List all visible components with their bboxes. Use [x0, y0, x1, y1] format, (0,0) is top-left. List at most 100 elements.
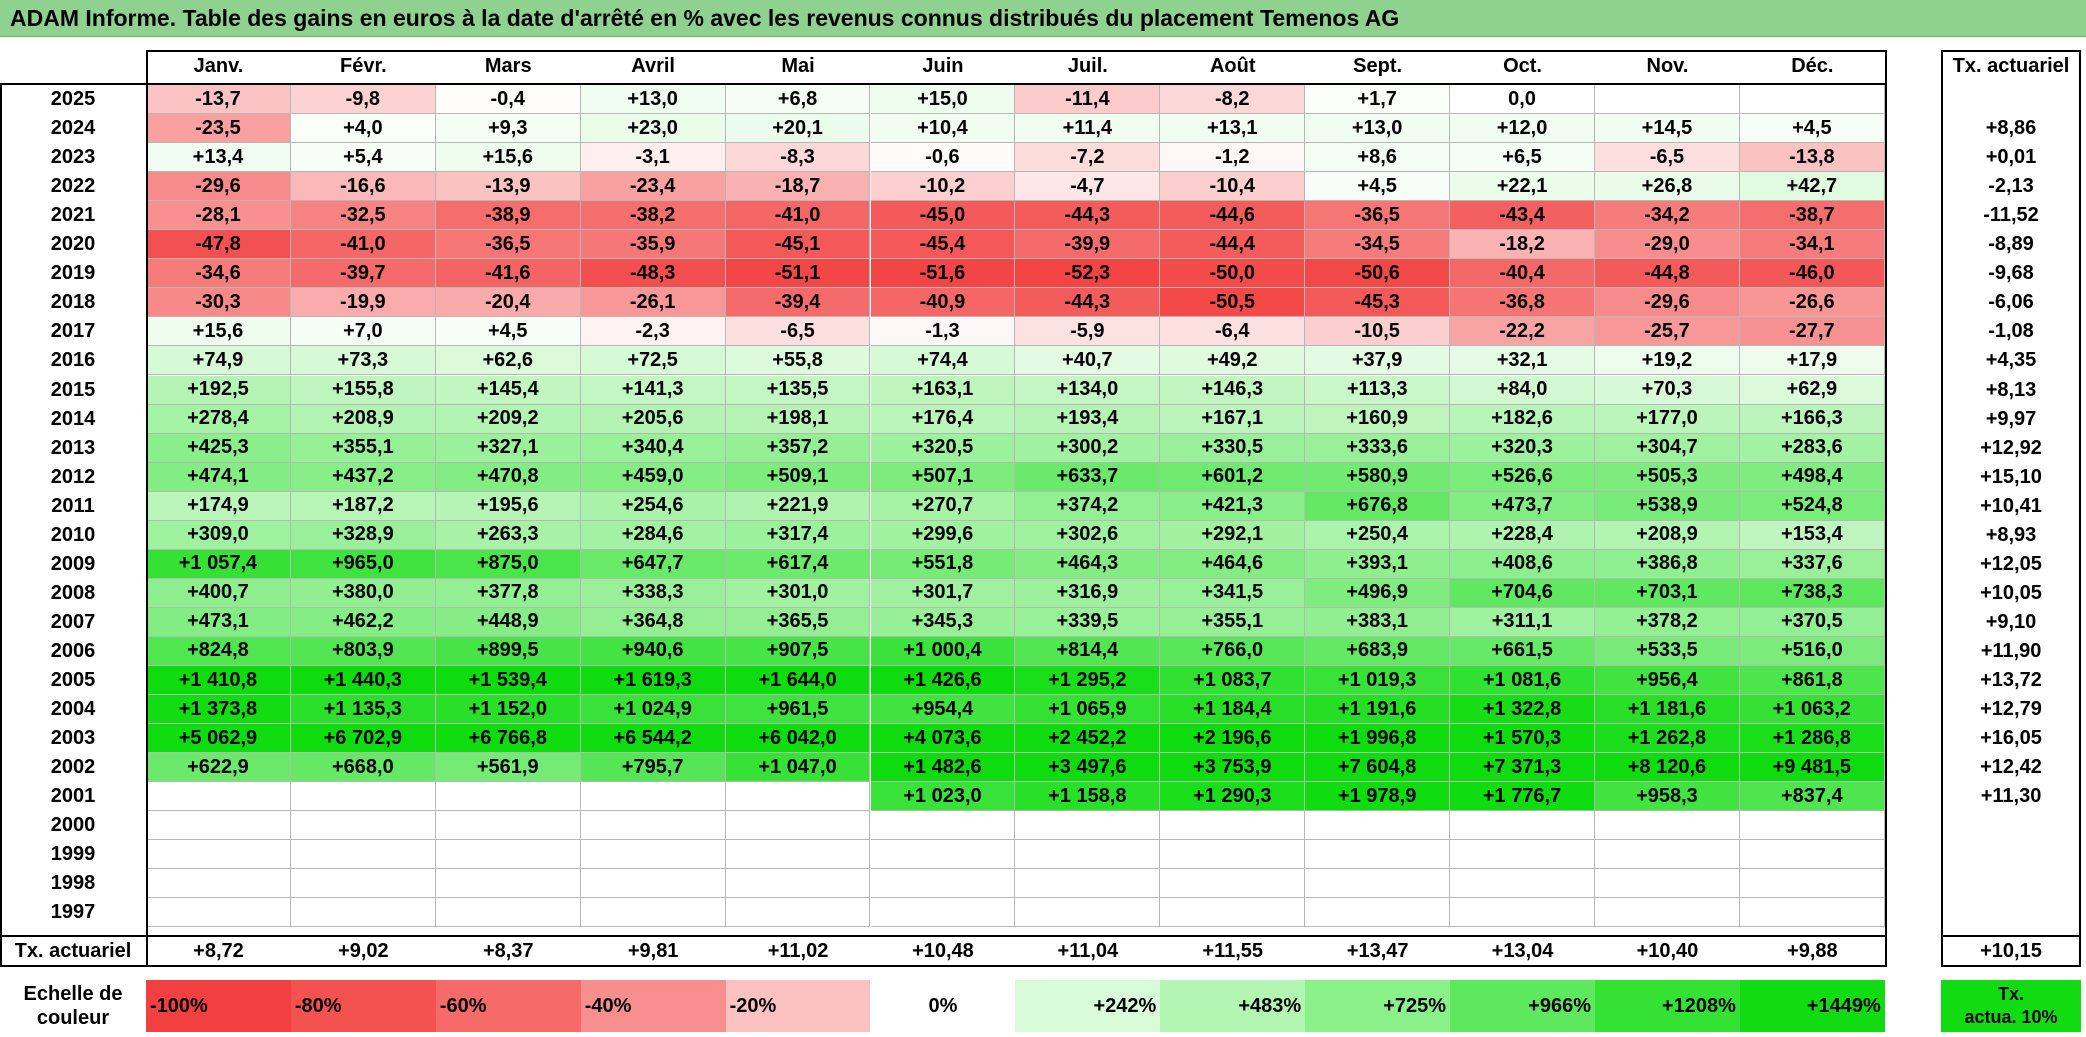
year-label: 2000: [50, 814, 96, 837]
value-cell: +167,1: [1160, 404, 1306, 434]
value-cell: -27,7: [1739, 317, 1885, 347]
footer-label: Tx. actuariel: [14, 939, 132, 962]
month-header-4: Avril: [631, 54, 675, 77]
value-cell: +617,4: [725, 549, 871, 579]
value-cell: +676,8: [1305, 491, 1451, 521]
value-cell: +474,1: [146, 462, 291, 492]
value-cell: -29,6: [146, 172, 291, 202]
value-cell: [870, 898, 1016, 928]
value-cell: [1305, 811, 1451, 841]
value-cell: +437,2: [290, 462, 436, 492]
value-cell: +393,1: [1305, 549, 1451, 579]
value-cell: +302,6: [1015, 520, 1161, 550]
value-cell: +301,0: [725, 578, 871, 608]
value-cell: +160,9: [1305, 404, 1451, 434]
value-cell: +333,6: [1305, 433, 1451, 463]
value-cell: +1 184,4: [1160, 695, 1306, 725]
value-cell: +365,5: [725, 607, 871, 637]
row-tx-actuariel: +0,01: [1985, 146, 2037, 169]
value-cell: -23,5: [146, 114, 291, 144]
value-cell: +166,3: [1739, 404, 1885, 434]
value-cell: +4,5: [1305, 172, 1451, 202]
value-cell: +1 135,3: [290, 695, 436, 725]
value-cell: -32,5: [290, 201, 436, 231]
value-cell: [1739, 898, 1885, 928]
value-cell: +304,7: [1595, 433, 1740, 463]
year-label: 2013: [50, 436, 96, 459]
value-cell: +134,0: [1015, 375, 1161, 405]
value-cell: -50,0: [1160, 259, 1306, 289]
value-cell: +37,9: [1305, 346, 1451, 376]
value-cell: +538,9: [1595, 491, 1740, 521]
footer-tx-value: +11,55: [1202, 939, 1264, 962]
value-cell: [435, 811, 581, 841]
value-cell: -45,1: [725, 230, 871, 260]
value-cell: -26,1: [580, 288, 726, 318]
value-cell: +9,3: [435, 114, 581, 144]
value-cell: -44,6: [1160, 201, 1306, 231]
value-cell: +766,0: [1160, 636, 1306, 666]
value-cell: -41,6: [435, 259, 581, 289]
value-cell: +580,9: [1305, 462, 1451, 492]
year-label: 2009: [50, 552, 96, 575]
value-cell: +14,5: [1595, 114, 1740, 144]
value-cell: [1305, 869, 1451, 899]
year-label: 2023: [50, 146, 96, 169]
row-tx-actuariel: +12,79: [1980, 698, 2042, 721]
value-cell: [435, 840, 581, 870]
value-cell: +355,1: [290, 433, 436, 463]
value-cell: +328,9: [290, 520, 436, 550]
value-cell: +958,3: [1595, 782, 1740, 812]
value-cell: +32,1: [1450, 346, 1595, 376]
value-cell: +462,2: [290, 607, 436, 637]
value-cell: [580, 811, 726, 841]
value-cell: +370,5: [1739, 607, 1885, 637]
value-cell: -39,9: [1015, 230, 1161, 260]
value-cell: -23,4: [580, 172, 726, 202]
value-cell: +6 702,9: [290, 724, 436, 754]
value-cell: +163,1: [870, 375, 1016, 405]
year-label: 2015: [50, 378, 96, 401]
value-cell: -50,5: [1160, 288, 1306, 318]
value-cell: +228,4: [1450, 520, 1595, 550]
value-cell: +42,7: [1739, 172, 1885, 202]
value-cell: -30,3: [146, 288, 291, 318]
value-cell: +861,8: [1739, 666, 1885, 696]
value-cell: +174,9: [146, 491, 291, 521]
value-cell: +526,6: [1450, 462, 1595, 492]
value-cell: -39,7: [290, 259, 436, 289]
value-cell: [1450, 898, 1595, 928]
row-tx-actuariel: +12,42: [1980, 756, 2042, 779]
value-cell: [1595, 85, 1740, 115]
value-cell: -34,6: [146, 259, 291, 289]
value-cell: +814,4: [1015, 636, 1161, 666]
value-cell: [1015, 869, 1161, 899]
value-cell: [1450, 811, 1595, 841]
value-cell: [1160, 898, 1306, 928]
value-cell: +516,0: [1739, 636, 1885, 666]
value-cell: +187,2: [290, 491, 436, 521]
value-cell: +283,6: [1739, 433, 1885, 463]
value-cell: +601,2: [1160, 462, 1306, 492]
value-cell: +956,4: [1595, 666, 1740, 696]
value-cell: +907,5: [725, 636, 871, 666]
value-cell: -34,2: [1595, 201, 1740, 231]
value-cell: +4,5: [435, 317, 581, 347]
value-cell: +1 482,6: [870, 753, 1016, 783]
value-cell: [870, 869, 1016, 899]
year-label: 2020: [50, 233, 96, 256]
scale-label-line1: Echelle de: [23, 983, 123, 1005]
value-cell: +1 539,4: [435, 666, 581, 696]
month-header-9: Sept.: [1353, 54, 1403, 77]
value-cell: +1 996,8: [1305, 724, 1451, 754]
row-tx-actuariel: [1941, 85, 2081, 114]
value-cell: -2,3: [580, 317, 726, 347]
value-cell: +704,6: [1450, 578, 1595, 608]
value-cell: +1 023,0: [870, 782, 1016, 812]
value-cell: +524,8: [1739, 491, 1885, 521]
year-label: 1998: [50, 872, 96, 895]
value-cell: -28,1: [146, 201, 291, 231]
value-cell: [146, 898, 291, 928]
value-cell: +17,9: [1739, 346, 1885, 376]
value-cell: -52,3: [1015, 259, 1161, 289]
